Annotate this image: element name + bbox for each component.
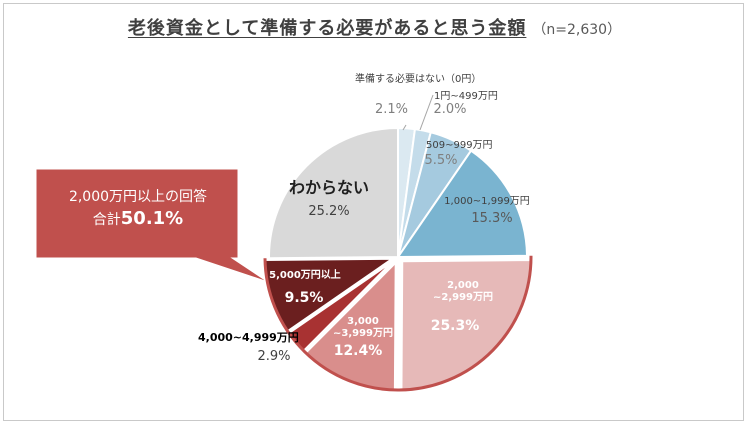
chart-title-row: 老後資金として準備する必要があると思う金額 （n=2,630） bbox=[0, 14, 749, 40]
slice-value-label: 5.5% bbox=[424, 153, 457, 168]
chart-title: 老後資金として準備する必要があると思う金額 bbox=[127, 18, 527, 39]
slice-value-label: 9.5% bbox=[285, 290, 324, 306]
slice-value-label: 2.1% bbox=[375, 102, 408, 117]
slice-category-label: 2,000 ~2,999万円 bbox=[433, 280, 493, 303]
slice-category-label: 5,000万円以上 bbox=[269, 268, 341, 281]
pie-slice bbox=[285, 260, 395, 354]
slice-category-label: 1円~499万円 bbox=[434, 91, 498, 102]
callout-prefix: 合計 bbox=[92, 212, 121, 228]
slice-category-label: 1,000~1,999万円 bbox=[444, 196, 530, 207]
pie-slice bbox=[396, 149, 529, 259]
slice-value-label: 12.4% bbox=[334, 343, 383, 359]
slice-category-label: わからない bbox=[289, 178, 369, 197]
pie-slice bbox=[262, 257, 396, 334]
leader-line bbox=[419, 94, 434, 131]
emphasis-outline bbox=[263, 255, 533, 392]
callout-box bbox=[35, 168, 269, 283]
slice-category-label: 509~999万円 bbox=[426, 140, 493, 151]
callout-value: 50.1% bbox=[120, 208, 184, 229]
leader-line bbox=[402, 124, 407, 131]
slice-category-label: 4,000~4,999万円 bbox=[198, 331, 299, 344]
slice-category-label: 3,000 ~3,999万円 bbox=[333, 316, 393, 339]
chart-subtitle: （n=2,630） bbox=[532, 22, 622, 38]
callout-line2: 合計50.1% bbox=[40, 208, 236, 231]
slice-value-label: 15.3% bbox=[471, 211, 512, 226]
callout-line1: 2,000万円以上の回答 bbox=[68, 189, 208, 205]
slice-value-label: 2.0% bbox=[433, 102, 466, 117]
pie-slice bbox=[303, 260, 397, 393]
slice-value-label: 2.9% bbox=[257, 349, 290, 364]
pie-slice bbox=[268, 126, 399, 260]
slice-category-label: 準備する必要はない（0円） bbox=[355, 72, 481, 85]
callout-text: 2,000万円以上の回答 合計50.1% bbox=[40, 186, 236, 231]
slice-value-label: 25.3% bbox=[431, 318, 480, 334]
slice-value-label: 25.2% bbox=[308, 204, 349, 219]
